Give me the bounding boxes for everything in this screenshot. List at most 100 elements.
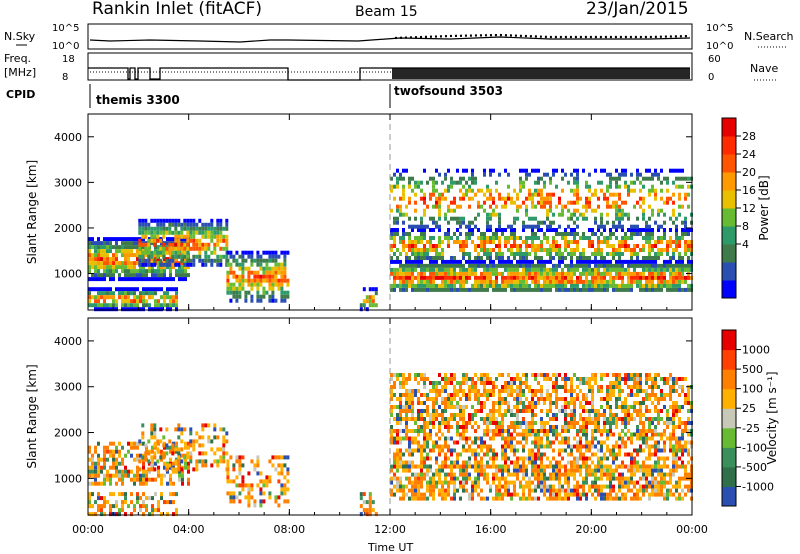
scatter-cell: [142, 477, 145, 482]
scatter-cell: [579, 440, 582, 445]
scatter-cell: [417, 425, 420, 429]
scatter-cell: [477, 397, 480, 401]
scatter-cell: [268, 475, 272, 480]
scatter-cell: [441, 279, 444, 284]
scatter-cell: [645, 287, 648, 292]
scatter-cell: [139, 504, 142, 509]
scatter-cell: [519, 484, 522, 489]
scatter-cell: [537, 271, 540, 276]
scatter-cell: [618, 263, 621, 268]
scatter-cell: [259, 258, 263, 263]
scatter-cell: [657, 224, 660, 229]
scatter-cell: [154, 445, 157, 450]
scatter-cell: [516, 448, 519, 453]
scatter-cell: [429, 436, 432, 441]
scatter-cell: [600, 472, 603, 477]
scatter-cell: [438, 263, 441, 268]
scatter-cell: [573, 484, 576, 489]
scatter-cell: [432, 484, 435, 489]
scatter-cell: [528, 259, 531, 264]
scatter-cell: [561, 440, 564, 445]
scatter-cell: [516, 267, 519, 272]
scatter-cell: [669, 432, 672, 437]
scatter-cell: [112, 465, 115, 470]
scatter-cell: [519, 184, 522, 189]
scatter-cell: [426, 397, 429, 401]
scatter-cell: [444, 236, 447, 240]
scatter-cell: [486, 476, 489, 481]
scatter-cell: [420, 224, 423, 229]
scatter-cell: [684, 176, 687, 181]
scatter-cell: [678, 204, 681, 209]
scatter-cell: [88, 512, 91, 517]
scatter-cell: [591, 275, 594, 280]
scatter-cell: [591, 480, 594, 485]
scatter-cell: [390, 377, 393, 381]
scatter-cell: [447, 184, 450, 189]
scatter-cell: [420, 413, 423, 417]
scatter-cell: [414, 275, 417, 280]
scatter-cell: [172, 512, 175, 517]
scatter-cell: [597, 196, 600, 201]
scatter-cell: [109, 453, 112, 458]
scatter-cell: [642, 271, 645, 276]
scatter-cell: [109, 512, 112, 517]
scatter-cell: [414, 252, 417, 256]
scatter-cell: [450, 283, 453, 288]
scatter-cell: [127, 469, 130, 474]
scatter-cell: [639, 279, 642, 284]
scatter-cell: [435, 472, 438, 477]
scatter-cell: [618, 224, 621, 229]
scatter-cell: [684, 444, 687, 449]
scatter-cell: [453, 259, 456, 264]
scatter-cell: [450, 448, 453, 453]
scatter-cell: [480, 240, 483, 244]
scatter-cell: [579, 279, 582, 284]
scatter-cell: [235, 290, 239, 295]
scatter-cell: [408, 200, 411, 205]
scatter-cell: [540, 436, 543, 441]
scatter-cell: [100, 257, 103, 262]
scatter-cell: [687, 440, 690, 445]
scatter-cell: [627, 192, 630, 197]
scatter-cell: [600, 180, 603, 185]
scatter-cell: [408, 263, 411, 268]
scatter-cell: [504, 259, 507, 264]
scatter-cell: [669, 476, 672, 481]
scatter-cell: [621, 283, 624, 288]
scatter-cell: [639, 468, 642, 473]
scatter-cell: [423, 496, 426, 501]
scatter-cell: [444, 196, 447, 201]
scatter-cell: [645, 468, 648, 473]
scatter-cell: [414, 287, 417, 292]
scatter-cell: [153, 230, 157, 235]
scatter-cell: [642, 248, 645, 252]
scatter-cell: [408, 401, 411, 405]
scatter-cell: [567, 496, 570, 501]
scatter-cell: [225, 226, 229, 231]
scatter-cell: [573, 236, 576, 240]
scatter-cell: [621, 263, 624, 268]
scatter-cell: [438, 283, 441, 288]
scatter-cell: [603, 287, 606, 292]
scatter-cell: [462, 421, 465, 425]
scatter-cell: [465, 468, 468, 473]
scatter-cell: [429, 271, 432, 276]
scatter-cell: [507, 184, 510, 189]
scatter-cell: [507, 472, 510, 477]
scatter-cell: [459, 409, 462, 413]
scatter-cell: [642, 432, 645, 437]
scatter-cell: [465, 240, 468, 244]
scatter-cell: [139, 299, 142, 304]
scatter-cell: [456, 240, 459, 244]
scatter-cell: [280, 286, 284, 291]
scatter-cell: [504, 287, 507, 292]
scatter-cell: [483, 389, 486, 393]
scatter-cell: [235, 258, 239, 263]
scatter-cell: [507, 401, 510, 405]
scatter-cell: [262, 274, 266, 279]
scatter-cell: [396, 184, 399, 189]
scatter-cell: [627, 468, 630, 473]
scatter-cell: [184, 441, 187, 446]
scatter-cell: [624, 440, 627, 445]
